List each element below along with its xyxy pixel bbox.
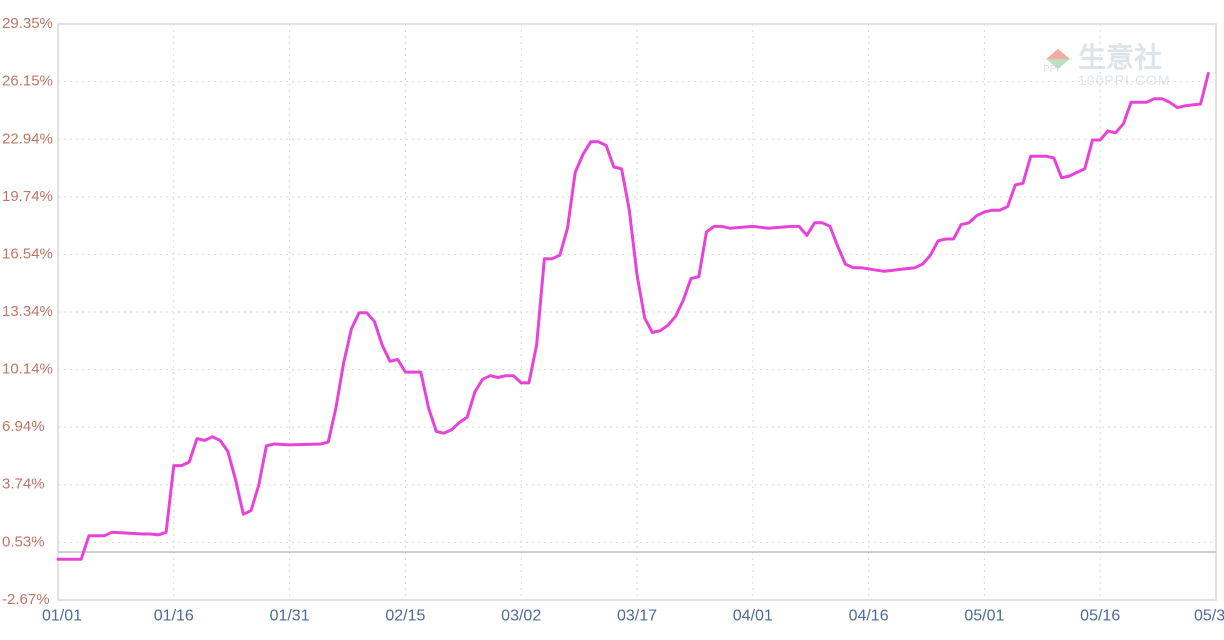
y-tick-label: 19.74% bbox=[2, 188, 53, 205]
x-tick-label: 05/01 bbox=[964, 607, 1004, 624]
x-tick-label: 05/16 bbox=[1080, 607, 1120, 624]
y-tick-label: 26.15% bbox=[2, 73, 53, 90]
y-tick-label: 0.53% bbox=[2, 533, 45, 550]
x-tick-label: 01/31 bbox=[270, 607, 310, 624]
line-chart: PPI 生意社100PPI.COM -2.67% 0.53% 3.74% 6.94% 10.… bbox=[0, 0, 1224, 640]
x-tick-label: 04/16 bbox=[849, 607, 889, 624]
chart-bg bbox=[0, 0, 1224, 640]
watermark-subtitle: 100PPI.COM bbox=[1078, 72, 1170, 88]
x-tick-label: 03/02 bbox=[501, 607, 541, 624]
y-tick-label: -2.67% bbox=[2, 591, 50, 608]
y-tick-label: 22.94% bbox=[2, 130, 53, 147]
y-tick-label: 13.34% bbox=[2, 303, 53, 320]
y-tick-label: 6.94% bbox=[2, 418, 45, 435]
x-tick-label: 05/30 bbox=[1194, 607, 1224, 624]
x-tick-label: 01/01 bbox=[42, 607, 82, 624]
x-tick-label: 02/15 bbox=[385, 607, 425, 624]
watermark-title: 生意社 bbox=[1078, 41, 1162, 73]
chart-container: PPI 生意社100PPI.COM -2.67% 0.53% 3.74% 6.94% 10.… bbox=[0, 0, 1224, 640]
x-tick-label: 04/01 bbox=[733, 607, 773, 624]
x-tick-label: 01/16 bbox=[154, 607, 194, 624]
y-tick-label: 10.14% bbox=[2, 361, 53, 378]
y-tick-label: 16.54% bbox=[2, 245, 53, 262]
y-tick-label: 3.74% bbox=[2, 476, 45, 493]
x-tick-label: 03/17 bbox=[617, 607, 657, 624]
svg-text:PPI: PPI bbox=[1043, 64, 1059, 75]
y-tick-label: 29.35% bbox=[2, 15, 53, 32]
